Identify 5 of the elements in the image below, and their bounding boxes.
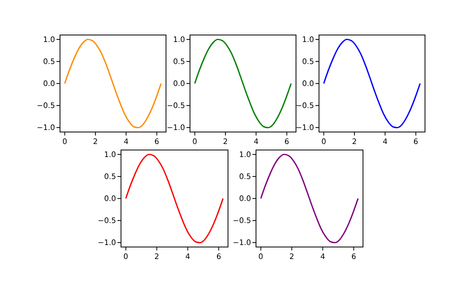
line-series <box>260 154 359 244</box>
line-series <box>194 38 292 128</box>
line-series <box>125 154 224 244</box>
line-series <box>323 38 421 128</box>
line-series <box>64 38 162 128</box>
